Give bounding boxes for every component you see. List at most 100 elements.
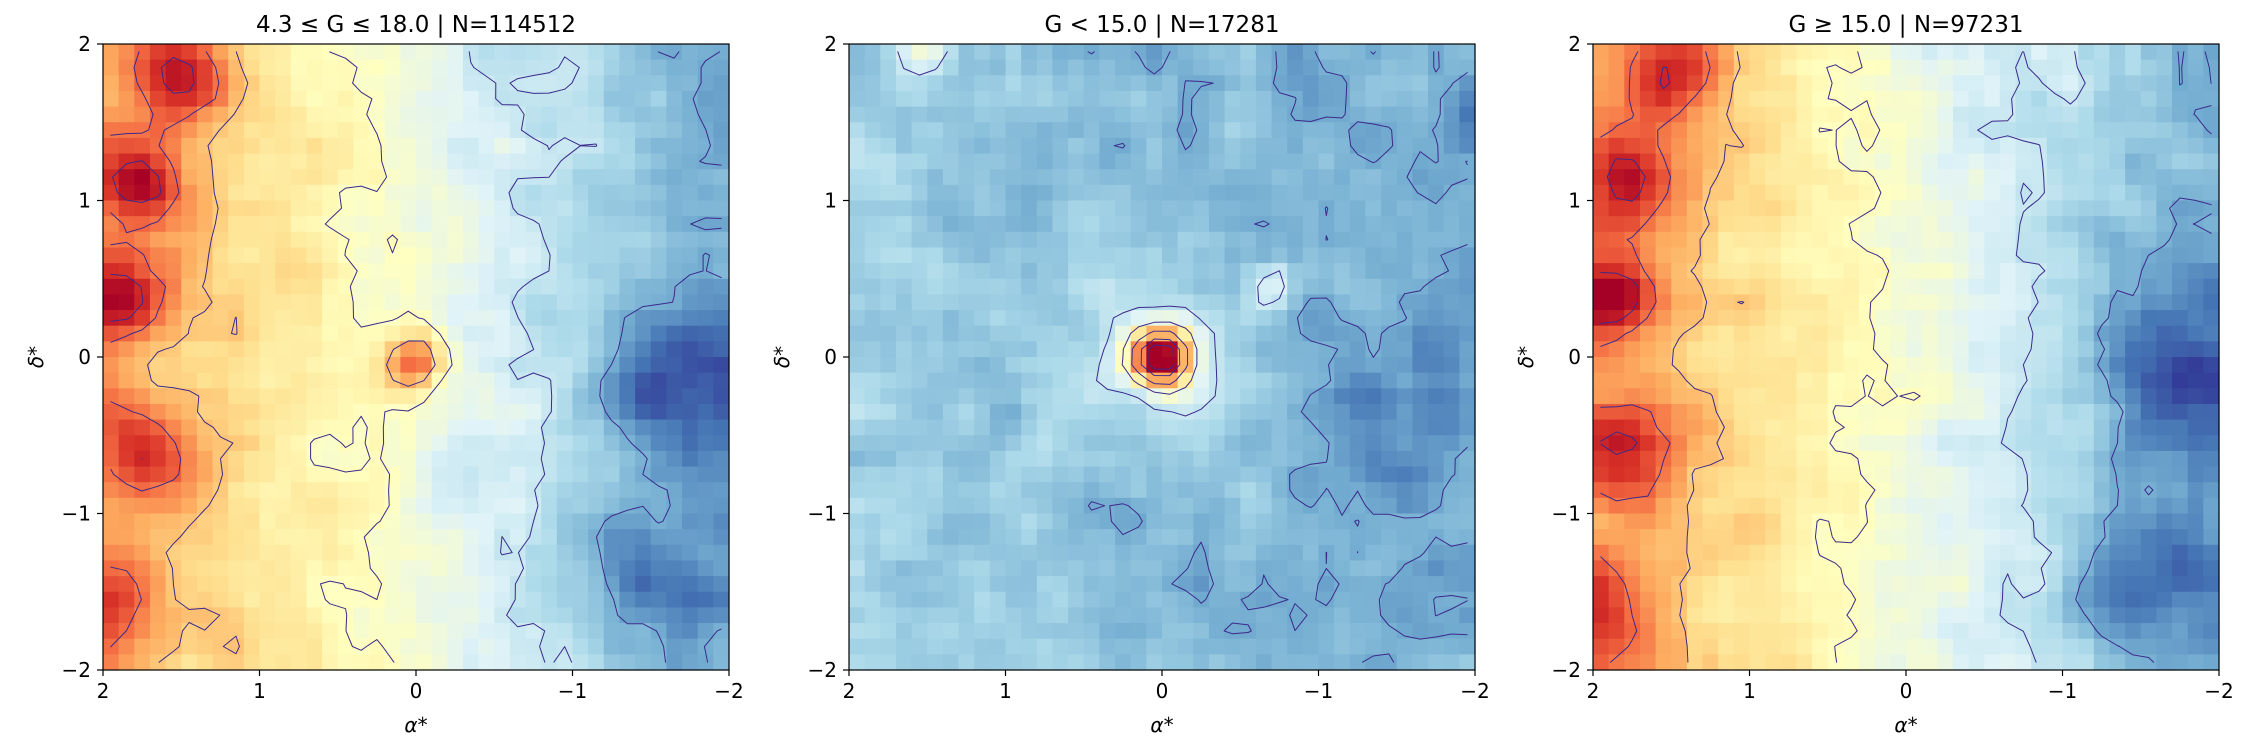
heatmap-cell (1130, 216, 1147, 233)
heatmap-cell (525, 576, 542, 593)
heatmap-cell (1240, 372, 1257, 389)
heatmap-cell (306, 419, 323, 436)
heatmap-cell (337, 200, 354, 217)
heatmap-cell (1639, 247, 1657, 264)
heatmap-cell (1302, 513, 1320, 530)
heatmap-cell (2187, 419, 2204, 436)
heatmap-cell (1624, 482, 1641, 499)
heatmap-cell (974, 153, 991, 170)
heatmap-cell (1812, 450, 1829, 468)
heatmap-cell (1396, 654, 1413, 671)
heatmap-cell (478, 623, 495, 640)
heatmap-cell (2156, 560, 2173, 577)
heatmap-cell (2109, 247, 2126, 264)
heatmap-cell (989, 419, 1007, 436)
heatmap-cell (666, 153, 683, 170)
heatmap-cell (1193, 529, 1210, 546)
heatmap-cell (243, 591, 261, 608)
heatmap-cell (1827, 341, 1844, 358)
heatmap-cell (2203, 591, 2220, 608)
heatmap-cell (1859, 341, 1876, 358)
heatmap-cell (1999, 638, 2017, 655)
heatmap-cell (1968, 153, 1985, 170)
heatmap-cell (337, 450, 354, 468)
heatmap-cell (1287, 90, 1304, 108)
heatmap-cell (1271, 357, 1288, 374)
heatmap-cell (974, 216, 991, 233)
heatmap-cell (880, 216, 897, 233)
heatmap-cell (494, 44, 511, 61)
heatmap-cell (1021, 169, 1038, 186)
heatmap-cell (1999, 607, 2017, 624)
heatmap-cell (1624, 231, 1641, 249)
heatmap-cell (1906, 325, 1923, 342)
heatmap-cell (1381, 576, 1398, 593)
heatmap-cell (697, 591, 714, 608)
heatmap-cell (1827, 357, 1844, 374)
heatmap-cell (353, 106, 370, 123)
heatmap-cell (212, 44, 229, 61)
heatmap-cell (1937, 200, 1954, 217)
heatmap-cell (400, 122, 417, 139)
heatmap-cell (1115, 137, 1132, 155)
heatmap-cell (2172, 184, 2189, 202)
heatmap-cell (1624, 576, 1641, 593)
heatmap-cell (1968, 372, 1985, 389)
heatmap-cell (1068, 59, 1085, 76)
heatmap-cell (1302, 153, 1320, 170)
heatmap-cell (1130, 435, 1147, 452)
heatmap-cell (2187, 325, 2204, 342)
heatmap-cell (462, 576, 480, 593)
heatmap-cell (1874, 90, 1891, 108)
heatmap-cell (1240, 654, 1257, 671)
heatmap-cell (1381, 231, 1398, 249)
heatmap-cell (1906, 59, 1923, 76)
heatmap-cell (635, 372, 652, 389)
contour-line (1671, 51, 1745, 663)
heatmap-cell (1718, 153, 1735, 170)
heatmap-cell (713, 513, 730, 530)
heatmap-cell (196, 310, 214, 327)
heatmap-cell (2109, 388, 2126, 405)
heatmap-cell (1318, 513, 1335, 530)
heatmap-cell (1396, 184, 1413, 202)
heatmap-cell (713, 247, 730, 264)
heatmap-cell (243, 247, 261, 264)
heatmap-cell (1890, 153, 1907, 170)
heatmap-cell (1890, 122, 1907, 139)
heatmap-cell (1968, 310, 1985, 327)
heatmap-cell (1796, 184, 1813, 202)
heatmap-cell (1921, 169, 1938, 186)
heatmap-cell (1765, 607, 1782, 624)
heatmap-cell (895, 278, 913, 295)
heatmap-cell (322, 278, 339, 295)
heatmap-cell (2203, 169, 2220, 186)
heatmap-cell (1193, 450, 1210, 468)
heatmap-cell (1318, 294, 1335, 311)
heatmap-cell (1655, 341, 1672, 358)
heatmap-cell (1780, 294, 1798, 311)
contour-line (1087, 51, 1468, 663)
heatmap-cell (1827, 169, 1844, 186)
heatmap-cell (666, 607, 683, 624)
heatmap-cell (462, 310, 480, 327)
heatmap-cell (682, 325, 699, 342)
heatmap-cell (713, 294, 730, 311)
heatmap-cell (1686, 607, 1704, 624)
heatmap-cell (1890, 184, 1907, 202)
heatmap-cell (2172, 435, 2189, 452)
heatmap-cell (1921, 435, 1938, 452)
heatmap-cell (1655, 513, 1672, 530)
heatmap-cell (713, 623, 730, 640)
heatmap-cell (1671, 638, 1688, 655)
y-axis-label: δ* (1514, 346, 1538, 368)
heatmap-cell (1036, 482, 1054, 499)
heatmap-cell (1052, 90, 1069, 108)
heatmap-cell (431, 576, 448, 593)
heatmap-cell (1349, 497, 1367, 515)
heatmap-cell (989, 247, 1007, 264)
heatmap-cell (895, 576, 913, 593)
heatmap-cell (682, 357, 699, 374)
heatmap-cell (1702, 466, 1719, 483)
heatmap-cell (2140, 638, 2157, 655)
